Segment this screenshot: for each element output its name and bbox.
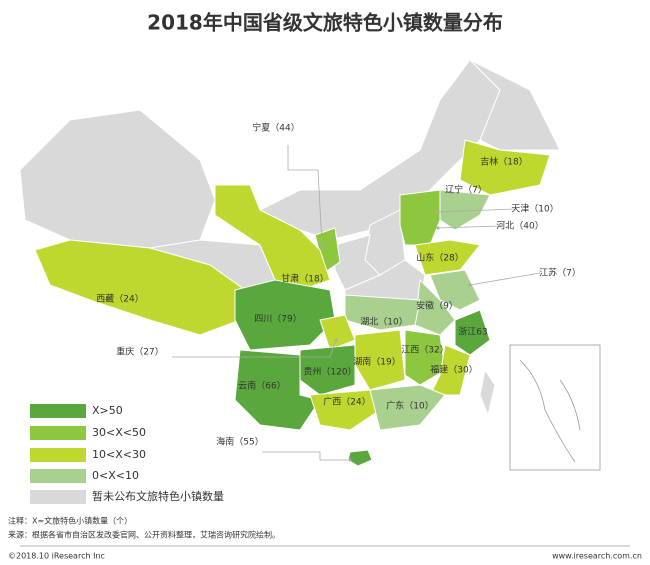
province-label: 江苏（7） xyxy=(539,267,581,279)
province-label: 广西（24） xyxy=(323,396,370,408)
base-map xyxy=(19,59,561,417)
leader-line xyxy=(436,208,516,213)
province-label: 湖南（19） xyxy=(353,356,400,368)
province xyxy=(404,329,446,386)
legend-label: 0<X<10 xyxy=(92,469,139,482)
province-label: 天津（10） xyxy=(511,204,558,215)
province xyxy=(414,239,481,276)
title: 2018年中国省级文旅特色小镇数量分布 xyxy=(147,11,503,35)
note: 来源：根据各省市自治区发改委官网、公开资料整理，艾瑞咨询研究院绘制。 xyxy=(8,530,280,540)
copyright: ©2018.10 iResearch Inc xyxy=(8,552,105,561)
province-label: 江西（32） xyxy=(401,345,448,356)
leader-dot xyxy=(468,283,472,287)
leader-line xyxy=(287,145,323,246)
province-label: 辽宁（7） xyxy=(445,184,487,196)
province-label: 广东（10） xyxy=(386,400,433,412)
leader-line xyxy=(437,225,501,229)
legend-swatch xyxy=(30,404,86,418)
province xyxy=(454,309,491,356)
province xyxy=(459,139,551,196)
province xyxy=(234,349,321,431)
legend-label: 10<X<30 xyxy=(92,448,146,461)
province xyxy=(347,449,373,467)
regions xyxy=(34,139,551,467)
legend-label: 30<X<50 xyxy=(92,426,146,439)
province-label: 四川（79） xyxy=(254,314,301,325)
province-label: 安徽（9） xyxy=(416,300,458,312)
leader-line xyxy=(469,272,541,286)
province-label: 甘肃（18） xyxy=(281,273,328,285)
province-label: 吉林（18） xyxy=(480,156,527,168)
website: www.iresearch.com.cn xyxy=(552,552,642,561)
legend-swatch xyxy=(30,490,86,504)
province xyxy=(214,184,331,291)
province xyxy=(369,384,446,431)
province-label: 重庆（27） xyxy=(116,346,163,358)
province-label: 福建（30） xyxy=(430,364,477,376)
south-sea-inset xyxy=(509,344,601,471)
leader-dot xyxy=(436,226,440,230)
inset-outline xyxy=(519,359,581,463)
province-label: 云南（66） xyxy=(238,380,285,392)
province-label: 海南（55） xyxy=(216,436,263,448)
leader-dot xyxy=(435,210,439,214)
legend-label: X>50 xyxy=(92,404,123,417)
note: 注释：X=文旅特色小镇数量（个） xyxy=(8,516,132,526)
province xyxy=(309,389,381,431)
province-label: 湖北（10） xyxy=(360,317,407,328)
leader-line xyxy=(172,339,337,358)
province-label: 西藏（24） xyxy=(96,293,143,305)
province xyxy=(234,279,336,351)
province-label: 贵州（120） xyxy=(303,366,356,378)
province xyxy=(429,269,481,311)
legend-swatch xyxy=(30,469,86,483)
leader-dot xyxy=(320,243,324,247)
leader-line xyxy=(262,451,350,461)
legend-swatch xyxy=(30,448,86,462)
province-label: 山东（28） xyxy=(416,252,463,264)
leader-dot xyxy=(334,338,338,342)
province-label: 河北（40） xyxy=(496,220,543,232)
province-label: 宁夏（44） xyxy=(252,122,299,134)
province xyxy=(399,189,441,246)
leader-dot xyxy=(348,458,352,462)
province-label: 浙江63 xyxy=(458,326,487,338)
legend-label: 暂未公布文旅特色小镇数量 xyxy=(92,489,224,503)
legend-swatch xyxy=(30,426,86,440)
